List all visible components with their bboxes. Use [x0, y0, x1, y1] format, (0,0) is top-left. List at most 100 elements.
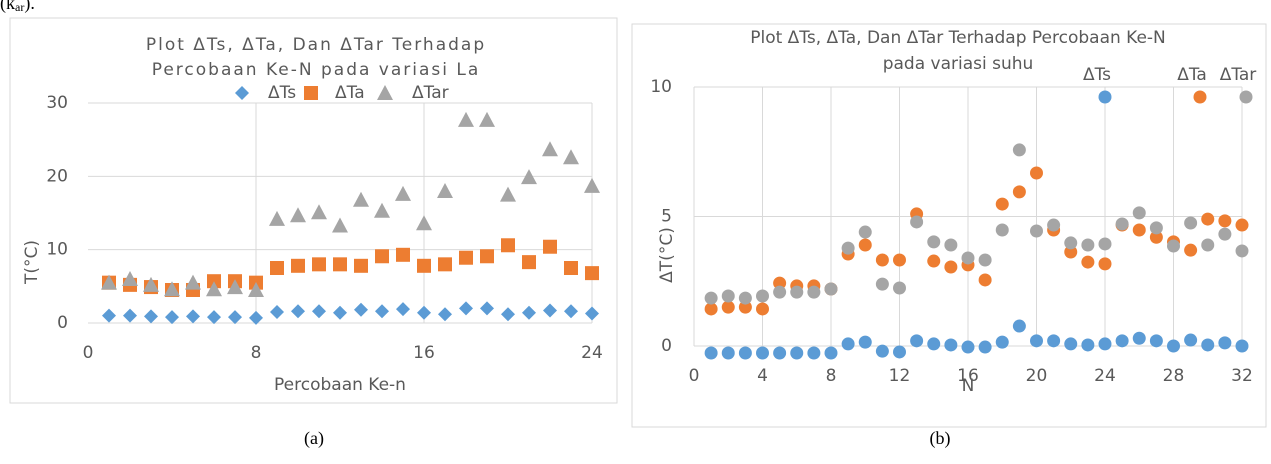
- marker: [270, 261, 284, 275]
- marker: [1218, 227, 1232, 241]
- marker: [1081, 255, 1095, 269]
- marker: [1201, 212, 1215, 226]
- marker: [101, 274, 117, 290]
- marker: [501, 238, 515, 253]
- marker: [910, 334, 924, 348]
- marker: [721, 300, 735, 314]
- legend-marker: [1239, 90, 1253, 104]
- marker: [207, 274, 221, 289]
- marker: [995, 223, 1009, 237]
- marker: [756, 346, 769, 360]
- marker: [1012, 143, 1026, 157]
- marker: [396, 247, 410, 262]
- marker: [773, 285, 787, 299]
- marker: [1235, 339, 1249, 353]
- fragment-tail: ).: [24, 0, 35, 14]
- x-tick-label: 24: [1094, 366, 1116, 386]
- marker: [375, 304, 389, 319]
- marker: [841, 337, 855, 351]
- legend-marker: [235, 86, 249, 100]
- y-tick-label: 10: [650, 77, 672, 97]
- legend-label: ΔTs: [268, 83, 296, 103]
- marker: [1030, 334, 1043, 348]
- marker: [501, 307, 515, 322]
- x-tick-label: 4: [757, 366, 768, 386]
- x-axis-label: N: [962, 376, 975, 396]
- marker: [756, 289, 769, 303]
- marker: [927, 254, 941, 268]
- marker: [738, 346, 752, 360]
- marker: [944, 238, 958, 252]
- marker: [416, 215, 432, 231]
- marker: [522, 255, 536, 270]
- marker: [417, 258, 431, 273]
- marker: [164, 281, 180, 297]
- marker: [893, 253, 906, 267]
- marker: [1030, 224, 1043, 238]
- marker: [522, 305, 536, 320]
- marker: [479, 111, 495, 127]
- marker: [437, 183, 453, 198]
- marker: [875, 253, 889, 267]
- marker: [790, 285, 804, 299]
- marker: [807, 346, 821, 360]
- marker: [961, 340, 975, 354]
- marker: [375, 249, 389, 264]
- marker: [841, 241, 855, 255]
- marker: [1012, 185, 1026, 199]
- marker: [459, 250, 473, 265]
- marker: [1184, 243, 1198, 257]
- marker: [123, 308, 137, 323]
- marker: [521, 169, 537, 185]
- marker: [1149, 334, 1163, 348]
- chart-frame: [9, 17, 618, 404]
- marker: [1132, 331, 1146, 345]
- marker: [543, 239, 557, 254]
- x-tick-label: 12: [889, 366, 911, 386]
- x-tick-label: 8: [251, 343, 262, 363]
- marker: [122, 271, 138, 286]
- marker: [1149, 230, 1163, 244]
- marker: [721, 346, 735, 360]
- marker: [458, 111, 474, 127]
- marker: [333, 305, 347, 320]
- marker: [144, 309, 158, 324]
- marker: [756, 302, 769, 316]
- marker: [738, 291, 752, 305]
- marker: [1167, 339, 1180, 353]
- marker: [395, 185, 411, 201]
- marker: [1098, 257, 1112, 271]
- y-tick-label: 0: [57, 313, 68, 333]
- y-tick-label: 5: [661, 207, 672, 227]
- marker: [1064, 337, 1078, 351]
- marker: [353, 191, 369, 207]
- chart-title: Plot ΔTs, ΔTa, Dan ΔTar Terhadap: [146, 35, 486, 55]
- marker: [961, 251, 975, 265]
- legend-marker: [304, 86, 318, 100]
- marker: [480, 249, 494, 264]
- marker: [995, 197, 1009, 211]
- marker: [1184, 216, 1198, 230]
- marker: [1201, 238, 1215, 252]
- chart-title: pada variasi suhu: [883, 54, 1034, 74]
- chart-title: Plot ΔTs, ΔTa, Dan ΔTar Terhadap Percoba…: [750, 28, 1166, 48]
- x-tick-label: 20: [1026, 366, 1048, 386]
- marker: [858, 238, 872, 252]
- legend-marker: [377, 85, 393, 100]
- marker: [102, 308, 116, 323]
- marker: [910, 215, 924, 229]
- marker: [858, 335, 872, 349]
- marker: [995, 335, 1009, 349]
- marker: [824, 346, 838, 360]
- marker: [543, 303, 557, 318]
- x-tick-label: 16: [957, 366, 979, 386]
- marker: [1218, 336, 1232, 350]
- marker: [228, 310, 242, 325]
- marker: [1201, 338, 1215, 352]
- marker: [542, 141, 558, 157]
- fragment-text: (k: [0, 0, 15, 14]
- x-tick-label: 28: [1163, 366, 1185, 386]
- marker: [1167, 239, 1180, 253]
- legend-marker: [1098, 90, 1112, 104]
- marker: [249, 310, 263, 325]
